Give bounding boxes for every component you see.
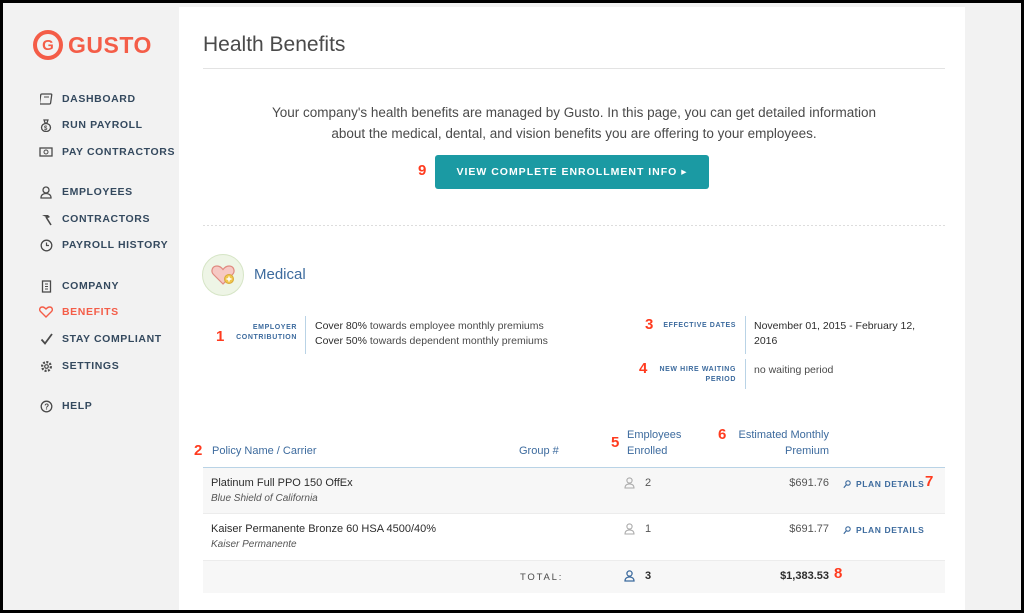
hammer-icon: [39, 212, 53, 226]
sidebar-item-label: EMPLOYEES: [62, 186, 133, 198]
annotation-marker: 8: [834, 565, 843, 582]
sidebar-item-label: PAY CONTRACTORS: [62, 146, 176, 158]
logo-text: GUSTO: [68, 31, 152, 58]
sidebar-item-label: COMPANY: [62, 280, 120, 292]
heart-icon: [39, 305, 53, 319]
carrier-name: Kaiser Permanente: [211, 539, 297, 550]
annotation-marker: 9: [418, 162, 427, 179]
waiting-period-label: NEW HIRE WAITING PERIOD: [659, 366, 736, 383]
col-header-enrolled: Employees Enrolled: [627, 429, 682, 457]
annotation-marker: 6: [718, 426, 727, 443]
magnifier-icon: [843, 479, 851, 489]
cash-icon: [39, 145, 53, 159]
col-header-premium: Estimated Monthly Premium: [738, 429, 829, 457]
annotation-marker: 3: [645, 316, 654, 333]
effective-dates-value: November 01, 2015 - February 12, 2016: [754, 320, 916, 347]
annotation-marker: 7: [925, 473, 934, 490]
enrolled-count: 2: [624, 477, 651, 489]
logo-mark: G: [33, 30, 63, 60]
label-divider: [745, 316, 746, 354]
sidebar-item-label: STAY COMPLIANT: [62, 333, 162, 345]
table-row[interactable]: Kaiser Permanente Bronze 60 HSA 4500/40%…: [203, 514, 945, 560]
plan-details-link[interactable]: PLAN DETAILS: [843, 479, 924, 489]
sidebar-item-pay-contractors[interactable]: PAY CONTRACTORS: [39, 144, 175, 160]
medical-heart-icon: [202, 254, 244, 296]
gear-icon: [39, 359, 53, 373]
plan-details-link[interactable]: PLAN DETAILS: [843, 525, 924, 535]
sidebar-item-stay-compliant[interactable]: STAY COMPLIANT: [39, 331, 162, 347]
intro-text: Your company's health benefits are manag…: [239, 102, 909, 144]
magnifier-icon: [843, 525, 851, 535]
row-divider: [203, 513, 945, 514]
dashboard-icon: [39, 92, 53, 106]
annotation-marker: 4: [639, 360, 648, 377]
sidebar-item-label: SETTINGS: [62, 360, 120, 372]
effective-dates-label: EFFECTIVE DATES: [663, 322, 736, 329]
row-divider: [203, 560, 945, 561]
section-divider: [203, 225, 945, 226]
building-icon: [39, 279, 53, 293]
sidebar-item-label: CONTRACTORS: [62, 213, 151, 225]
sidebar-item-help[interactable]: ? HELP: [39, 398, 92, 414]
sidebar-item-settings[interactable]: SETTINGS: [39, 358, 119, 374]
annotation-marker: 1: [216, 328, 225, 345]
waiting-period-value: no waiting period: [754, 364, 834, 376]
sidebar-item-dashboard[interactable]: DASHBOARD: [39, 91, 136, 107]
gusto-logo[interactable]: G GUSTO: [33, 30, 152, 60]
person-icon: [624, 477, 635, 489]
sidebar-item-label: DASHBOARD: [62, 93, 136, 105]
person-icon: [39, 185, 53, 199]
carrier-name: Blue Shield of California: [211, 493, 318, 504]
annotation-marker: 5: [611, 434, 620, 451]
sidebar-item-contractors[interactable]: CONTRACTORS: [39, 211, 150, 227]
person-icon: [624, 523, 635, 535]
enrolled-count: 1: [624, 523, 651, 535]
sidebar: G GUSTO DASHBOARD $ RUN PAYROLL PAY CONT…: [3, 3, 179, 610]
sidebar-item-label: PAYROLL HISTORY: [62, 239, 169, 251]
title-divider: [203, 68, 945, 69]
plan-name: Kaiser Permanente Bronze 60 HSA 4500/40%: [211, 523, 437, 535]
sidebar-item-label: RUN PAYROLL: [62, 119, 143, 131]
total-premium: $1,383.53: [780, 570, 829, 582]
total-enrolled: 3: [624, 570, 651, 582]
check-icon: [39, 332, 53, 346]
sidebar-item-company[interactable]: COMPANY: [39, 278, 119, 294]
total-row: TOTAL: 3 $1,383.53 8: [203, 561, 945, 593]
sidebar-item-employees[interactable]: EMPLOYEES: [39, 184, 133, 200]
money-bag-icon: $: [39, 118, 53, 132]
sidebar-item-run-payroll[interactable]: $ RUN PAYROLL: [39, 117, 143, 133]
page-title: Health Benefits: [203, 33, 346, 56]
sidebar-item-benefits[interactable]: BENEFITS: [39, 304, 119, 320]
clock-icon: [39, 238, 53, 252]
sidebar-item-payroll-history[interactable]: PAYROLL HISTORY: [39, 237, 168, 253]
svg-text:?: ?: [44, 402, 50, 411]
svg-text:$: $: [44, 126, 48, 132]
intro-line-2: about the medical, dental, and vision be…: [331, 126, 817, 141]
table-row[interactable]: Platinum Full PPO 150 OffEx Blue Shield …: [203, 468, 945, 513]
sidebar-item-label: HELP: [62, 400, 93, 412]
contribution-details: Cover 80% towards employee monthly premi…: [315, 320, 548, 347]
view-enrollment-button[interactable]: VIEW COMPLETE ENROLLMENT INFO ▸: [435, 155, 709, 189]
table-header-divider: [203, 467, 945, 468]
premium-value: $691.76: [789, 477, 829, 489]
main-content: Health Benefits Your company's health be…: [179, 7, 965, 610]
sidebar-item-label: BENEFITS: [62, 306, 119, 318]
total-label: TOTAL:: [520, 572, 564, 583]
label-divider: [305, 316, 306, 354]
app-window: G GUSTO DASHBOARD $ RUN PAYROLL PAY CONT…: [3, 3, 1021, 610]
annotation-marker: 2: [194, 442, 203, 459]
plan-name: Platinum Full PPO 150 OffEx: [211, 477, 353, 489]
col-header-policy: Policy Name / Carrier: [212, 445, 317, 457]
intro-line-1: Your company's health benefits are manag…: [272, 105, 876, 120]
col-header-group: Group #: [519, 445, 559, 457]
person-icon: [624, 570, 635, 582]
premium-value: $691.77: [789, 523, 829, 535]
label-divider: [745, 359, 746, 389]
medical-section-title: Medical: [254, 266, 306, 283]
employer-contribution-label: EMPLOYER CONTRIBUTION: [236, 324, 297, 341]
help-icon: ?: [39, 399, 53, 413]
